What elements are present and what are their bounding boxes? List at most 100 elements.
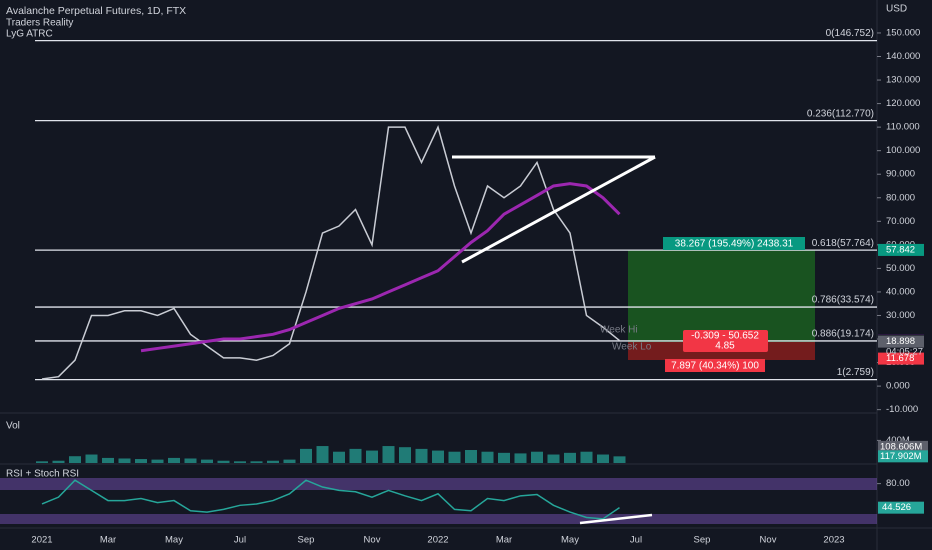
x-tick-label: May bbox=[561, 535, 579, 546]
price-tag bbox=[878, 243, 924, 256]
rsi-tag-label: 44.526 bbox=[882, 502, 911, 513]
volume-tag bbox=[878, 450, 928, 463]
volume-bar bbox=[333, 451, 345, 463]
entry-label: 4.85 bbox=[715, 341, 735, 352]
price-tag bbox=[878, 335, 924, 348]
fib-label: 0.618(57.764) bbox=[812, 238, 874, 249]
y-tick-label: 40.000 bbox=[886, 286, 915, 297]
volume-bar bbox=[234, 461, 246, 463]
y-tick-label: 100.000 bbox=[886, 145, 920, 156]
rsi-band bbox=[0, 514, 877, 524]
volume-bar bbox=[316, 446, 329, 463]
volume-bar bbox=[448, 451, 461, 463]
profit-zone bbox=[628, 250, 815, 342]
volume-bar bbox=[349, 448, 362, 463]
rsi-line bbox=[41, 479, 620, 520]
x-tick-label: Nov bbox=[760, 535, 777, 546]
volume-bar bbox=[366, 450, 378, 463]
pane-label: Vol bbox=[6, 421, 20, 432]
x-tick-label: Sep bbox=[298, 535, 315, 546]
y-tick-label: 50.000 bbox=[886, 263, 915, 274]
volume-bar bbox=[465, 450, 477, 463]
volume-bar bbox=[564, 452, 576, 463]
week-marker: Week Hi bbox=[600, 325, 638, 336]
volume-bar bbox=[300, 448, 312, 463]
stop-label: 7.897 (40.34%) 100 bbox=[671, 361, 759, 372]
x-tick-label: 2023 bbox=[823, 535, 844, 546]
x-tick-label: 2021 bbox=[31, 535, 52, 546]
y-tick-label: 70.000 bbox=[886, 216, 915, 227]
chart-title: Avalanche Perpetual Futures, 1D, FTX bbox=[6, 5, 186, 17]
week-marker: Week Lo bbox=[612, 342, 652, 353]
rsi-tag bbox=[878, 501, 924, 514]
volume-bar bbox=[432, 450, 444, 463]
price-line bbox=[41, 124, 620, 380]
volume-bar bbox=[415, 448, 428, 463]
volume-bar bbox=[283, 459, 296, 463]
y-tick-label: 110.000 bbox=[886, 122, 920, 133]
price-tag-label: 11.678 bbox=[886, 353, 914, 364]
x-tick-label: May bbox=[165, 535, 183, 546]
y-tick-label: 400M bbox=[886, 435, 910, 446]
volume-bar bbox=[52, 460, 65, 463]
price-tag-label: 57.842 bbox=[886, 244, 915, 255]
volume-bar bbox=[250, 461, 263, 463]
triangle-line bbox=[461, 155, 656, 264]
entry-box bbox=[683, 330, 768, 352]
volume-bar bbox=[613, 456, 626, 463]
fib-label: 0(146.752) bbox=[826, 28, 874, 39]
volume-bar bbox=[36, 461, 48, 463]
volume-bar bbox=[102, 457, 114, 463]
volume-tag bbox=[878, 440, 928, 453]
volume-bar bbox=[498, 452, 510, 463]
y-tick-label: 140.000 bbox=[886, 51, 920, 62]
volume-bar bbox=[597, 454, 609, 463]
volume-bar bbox=[267, 460, 279, 463]
volume-tag-label: 108.606M bbox=[880, 441, 922, 452]
fib-label: 0.236(112.770) bbox=[807, 108, 874, 119]
countdown: 04:05:27 bbox=[886, 346, 923, 357]
y-tick-label: 120.000 bbox=[886, 98, 920, 109]
stop-box bbox=[665, 359, 765, 372]
y-tick-label: -10.000 bbox=[886, 404, 918, 415]
target-label: 38.267 (195.49%) 2438.31 bbox=[675, 239, 794, 250]
y-tick-label: 130.000 bbox=[886, 75, 920, 86]
entry-label: -0.309 - 50.652 bbox=[691, 331, 759, 342]
volume-bar bbox=[547, 454, 560, 463]
currency: USD bbox=[886, 4, 907, 15]
volume-bar bbox=[514, 453, 527, 463]
volume-bar bbox=[382, 446, 395, 463]
y-tick-label: 0.000 bbox=[886, 381, 910, 392]
indicator-label: LyG ATRC bbox=[6, 29, 53, 40]
indicator-label: Traders Reality bbox=[6, 18, 73, 29]
moving-average bbox=[140, 182, 621, 353]
y-tick-label: 80.000 bbox=[886, 192, 915, 203]
x-tick-label: Mar bbox=[496, 535, 512, 546]
volume-tag-label: 117.902M bbox=[880, 451, 922, 462]
price-tag-label: 18.898 bbox=[886, 336, 915, 347]
x-tick-label: Nov bbox=[364, 535, 381, 546]
divergence-line bbox=[579, 513, 653, 525]
volume-bar bbox=[85, 454, 98, 463]
x-tick-label: Mar bbox=[100, 535, 116, 546]
fib-label: 1(2.759) bbox=[837, 367, 874, 378]
y-tick-label: 90.000 bbox=[886, 169, 915, 180]
volume-bar bbox=[168, 457, 180, 463]
fib-label: 0.886(19.174) bbox=[812, 329, 874, 340]
price-tag bbox=[878, 352, 924, 365]
volume-bar bbox=[201, 459, 213, 463]
fib-label: 0.786(33.574) bbox=[812, 295, 874, 306]
target-box bbox=[663, 237, 805, 250]
volume-bar bbox=[580, 451, 593, 463]
volume-bar bbox=[481, 451, 494, 463]
y-tick-label: 30.000 bbox=[886, 310, 915, 321]
volume-bar bbox=[69, 456, 81, 463]
volume-bar bbox=[217, 460, 230, 463]
y-tick-label: 80.00 bbox=[886, 478, 910, 489]
pane-label: RSI + Stoch RSI bbox=[6, 469, 79, 480]
y-tick-label: 150.000 bbox=[886, 27, 920, 38]
volume-bar bbox=[135, 459, 147, 463]
volume-bar bbox=[399, 447, 411, 463]
x-tick-label: 2022 bbox=[427, 535, 448, 546]
